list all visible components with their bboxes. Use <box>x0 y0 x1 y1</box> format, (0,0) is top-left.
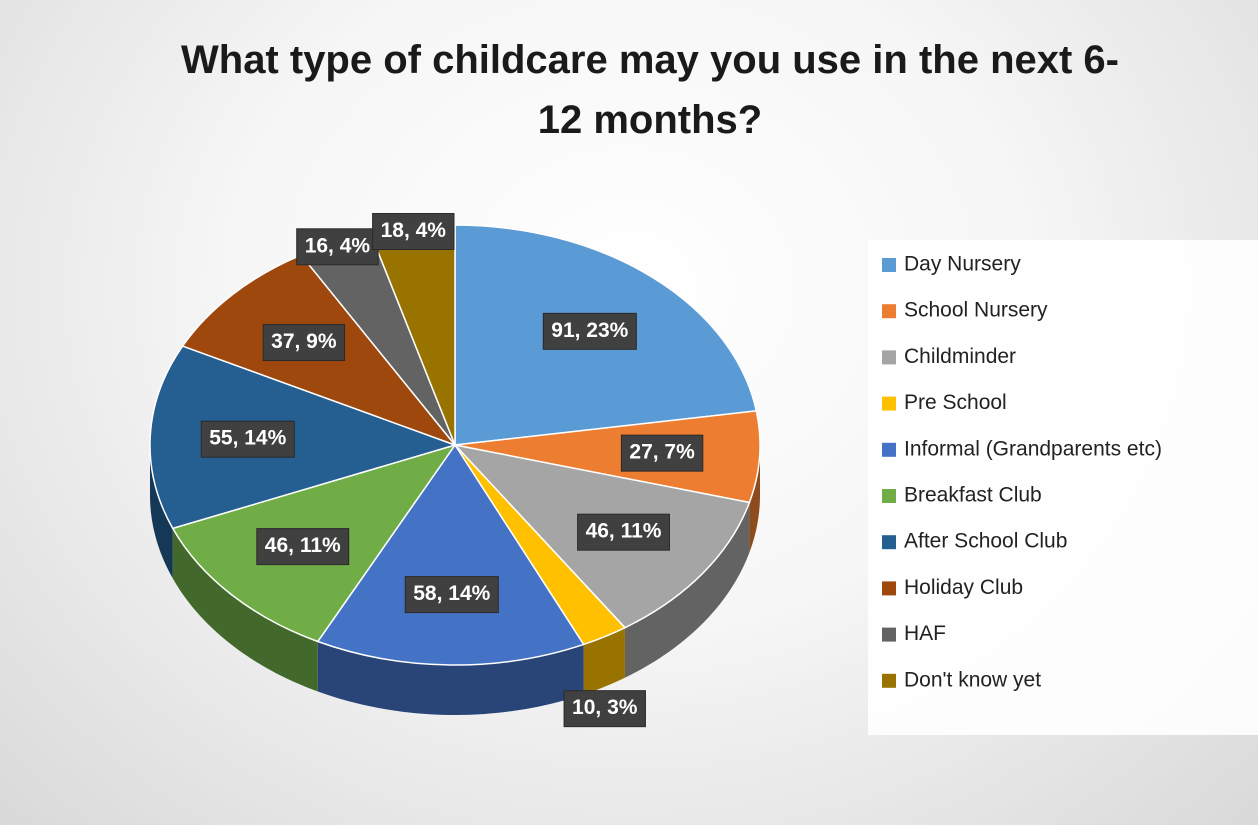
data-label: 46, 11% <box>577 513 670 551</box>
legend-swatch <box>882 350 896 365</box>
legend-swatch <box>882 258 896 272</box>
data-label-box <box>404 576 499 614</box>
data-label-box <box>256 528 350 566</box>
data-label: 46, 11% <box>256 528 350 566</box>
slice-side <box>317 641 584 715</box>
legend-label: Day Nursery <box>904 253 1021 276</box>
slice-side <box>150 445 173 579</box>
data-label-box <box>296 228 379 266</box>
data-label-box <box>542 312 637 350</box>
data-label-text: 18, 4% <box>381 219 447 242</box>
data-label-box <box>262 324 346 362</box>
slice-side <box>749 445 760 553</box>
chart-title: What type of childcare may you use in th… <box>181 38 1119 142</box>
data-label: 16, 4% <box>296 228 379 266</box>
legend-swatch <box>882 673 896 688</box>
legend-swatch <box>882 627 896 642</box>
legend-swatch <box>882 442 896 457</box>
legend-label: After School Club <box>904 530 1067 553</box>
legend-box <box>868 240 1258 735</box>
legend-swatch <box>882 396 896 411</box>
legend-label: Don't know yet <box>904 668 1041 691</box>
data-label-text: 10, 3% <box>572 696 638 719</box>
legend-label: Pre School <box>904 391 1007 414</box>
data-label: 91, 23% <box>542 312 637 350</box>
data-label: 55, 14% <box>200 420 295 458</box>
data-label-text: 16, 4% <box>305 234 371 257</box>
data-label-text: 55, 14% <box>209 427 286 450</box>
data-label-text: 46, 11% <box>265 534 341 557</box>
legend-swatch <box>882 581 896 596</box>
data-label: 58, 14% <box>404 576 499 614</box>
data-label-text: 37, 9% <box>271 330 337 353</box>
data-label: 18, 4% <box>372 213 455 251</box>
legend-swatch <box>882 304 896 319</box>
legend-label: HAF <box>904 622 946 645</box>
legend-label: School Nursery <box>904 299 1048 322</box>
data-label-box <box>620 434 704 472</box>
data-label: 37, 9% <box>262 324 346 362</box>
slice <box>454 410 761 504</box>
data-label-text: 91, 23% <box>551 319 628 342</box>
legend-label: Childminder <box>904 345 1016 368</box>
legend-label: Informal (Grandparents etc) <box>904 437 1162 460</box>
slice-side <box>624 502 750 678</box>
legend-label: Breakfast Club <box>904 484 1042 507</box>
data-label-box <box>200 420 295 458</box>
slice <box>316 443 585 666</box>
slice <box>149 345 458 530</box>
data-label-box <box>372 213 455 251</box>
legend-swatch <box>882 535 896 550</box>
data-label-text: 27, 7% <box>629 441 695 464</box>
data-label-text: 58, 14% <box>413 582 490 605</box>
data-label: 10, 3% <box>563 690 646 728</box>
data-label-box <box>577 513 670 551</box>
legend-swatch <box>882 489 896 503</box>
slice-side <box>583 627 625 695</box>
data-label-box <box>563 690 646 728</box>
legend-label: Holiday Club <box>904 576 1023 599</box>
data-label: 27, 7% <box>620 434 704 472</box>
slice-side <box>172 528 318 692</box>
data-label-text: 46, 11% <box>586 520 662 543</box>
